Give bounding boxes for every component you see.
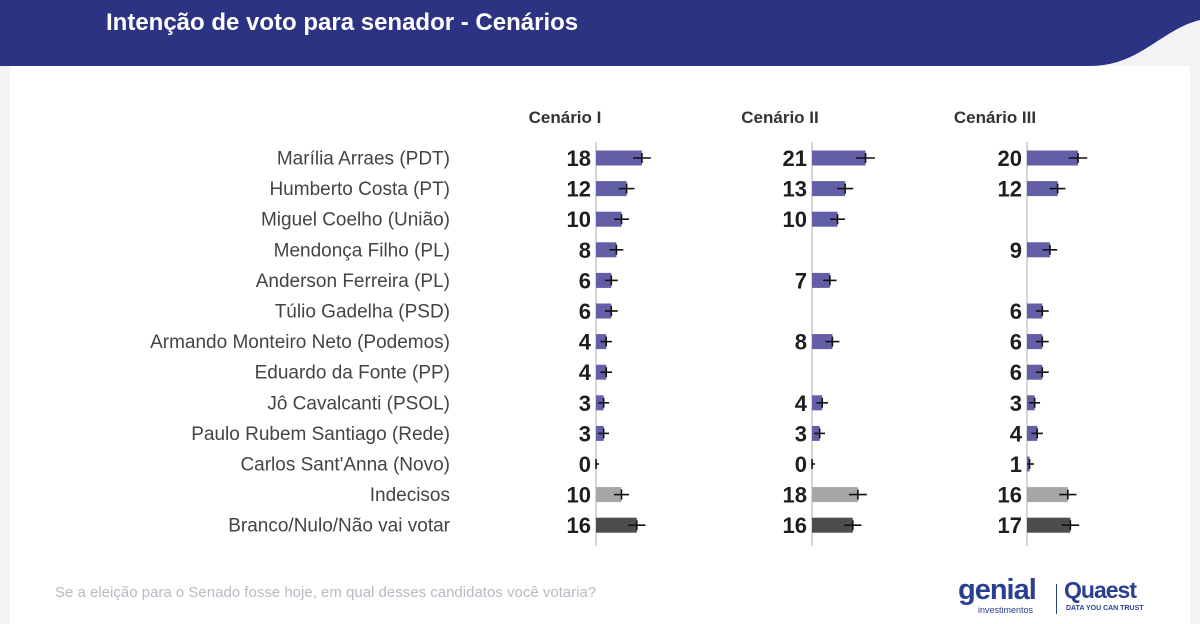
category-label: Anderson Ferreira (PL)	[256, 271, 450, 292]
bar	[1027, 364, 1043, 380]
bar	[596, 303, 612, 319]
data-label: 16	[567, 513, 591, 538]
bar	[596, 150, 642, 166]
scenario-header-2: Cenário II	[741, 108, 818, 127]
bar	[1027, 303, 1043, 319]
bar	[1027, 181, 1058, 197]
data-label: 18	[783, 483, 807, 508]
category-label: Jô Cavalcanti (PSOL)	[267, 393, 450, 414]
survey-question: Se a eleição para o Senado fosse hoje, e…	[55, 584, 597, 601]
category-label: Túlio Gadelha (PSD)	[275, 302, 450, 323]
data-label: 3	[579, 391, 591, 416]
bar	[1027, 334, 1043, 350]
quaest-logo: Quaest DATA YOU CAN TRUST	[1064, 577, 1154, 618]
data-label: 9	[1010, 238, 1022, 263]
bar	[1027, 150, 1078, 166]
bar	[596, 242, 617, 258]
genial-logo-subtitle: investimentos	[978, 605, 1034, 615]
data-label: 3	[795, 421, 807, 446]
data-label: 7	[795, 268, 807, 293]
data-label: 3	[579, 421, 591, 446]
data-label: 12	[998, 177, 1022, 202]
data-label: 4	[1010, 421, 1023, 446]
data-label: 4	[579, 360, 592, 385]
data-label: 4	[579, 330, 592, 355]
bar	[596, 181, 627, 197]
bar	[812, 211, 838, 227]
category-label: Humberto Costa (PT)	[269, 179, 450, 200]
bar	[596, 211, 622, 227]
header-background	[0, 0, 1200, 66]
scenario-header-3: Cenário III	[954, 108, 1036, 127]
quaest-logo-tagline: DATA YOU CAN TRUST	[1066, 605, 1144, 612]
data-label: 3	[1010, 391, 1022, 416]
data-label: 0	[579, 452, 591, 477]
bar	[812, 150, 866, 166]
bar	[812, 517, 853, 533]
bar	[812, 334, 833, 350]
logo-divider	[1056, 584, 1057, 614]
data-label: 10	[567, 207, 591, 232]
bar	[1027, 487, 1068, 503]
data-label: 6	[1010, 299, 1022, 324]
genial-logo-word: genial	[958, 574, 1037, 606]
category-label: Marília Arraes (PDT)	[277, 149, 450, 170]
category-label: Eduardo da Fonte (PP)	[255, 363, 450, 384]
data-label: 6	[1010, 360, 1022, 385]
bar	[812, 487, 858, 503]
category-label: Paulo Rubem Santiago (Rede)	[191, 424, 450, 445]
quaest-logo-word: Quaest	[1064, 577, 1137, 603]
bar	[1027, 242, 1050, 258]
category-label: Mendonça Filho (PL)	[274, 240, 450, 261]
data-label: 20	[998, 146, 1022, 171]
data-label: 10	[567, 483, 591, 508]
data-label: 16	[783, 513, 807, 538]
data-label: 8	[579, 238, 591, 263]
category-label: Miguel Coelho (União)	[261, 210, 450, 231]
bar	[596, 487, 622, 503]
data-label: 21	[783, 146, 807, 171]
bar	[1027, 517, 1071, 533]
bar	[812, 272, 830, 288]
data-label: 1	[1010, 452, 1022, 477]
data-label: 8	[795, 330, 807, 355]
scenario-bar-chart: Cenário I Cenário II Cenário III Marília Ar…	[150, 108, 1088, 546]
genial-logo: genial investimentos	[958, 574, 1050, 618]
category-label: Indecisos	[370, 485, 450, 506]
data-label: 12	[567, 177, 591, 202]
data-label: 18	[567, 146, 591, 171]
data-label: 4	[795, 391, 808, 416]
chart-panel: Cenário I Cenário II Cenário III Marília Ar…	[10, 66, 1190, 624]
data-label: 16	[998, 483, 1022, 508]
category-label: Branco/Nulo/Não vai votar	[228, 516, 450, 537]
bar	[596, 517, 637, 533]
category-label: Carlos Sant'Anna (Novo)	[240, 455, 450, 476]
data-label: 6	[1010, 330, 1022, 355]
data-label: 6	[579, 299, 591, 324]
data-label: 17	[998, 513, 1022, 538]
page-title: Intenção de voto para senador - Cenários	[106, 9, 579, 36]
category-label: Armando Monteiro Neto (Podemos)	[150, 332, 450, 353]
data-label: 13	[783, 177, 807, 202]
data-label: 0	[795, 452, 807, 477]
data-label: 10	[783, 207, 807, 232]
data-label: 6	[579, 268, 591, 293]
header-banner: Intenção de voto para senador - Cenários	[0, 0, 1200, 66]
bar	[596, 272, 612, 288]
scenario-header-1: Cenário I	[529, 108, 602, 127]
bar	[812, 181, 846, 197]
